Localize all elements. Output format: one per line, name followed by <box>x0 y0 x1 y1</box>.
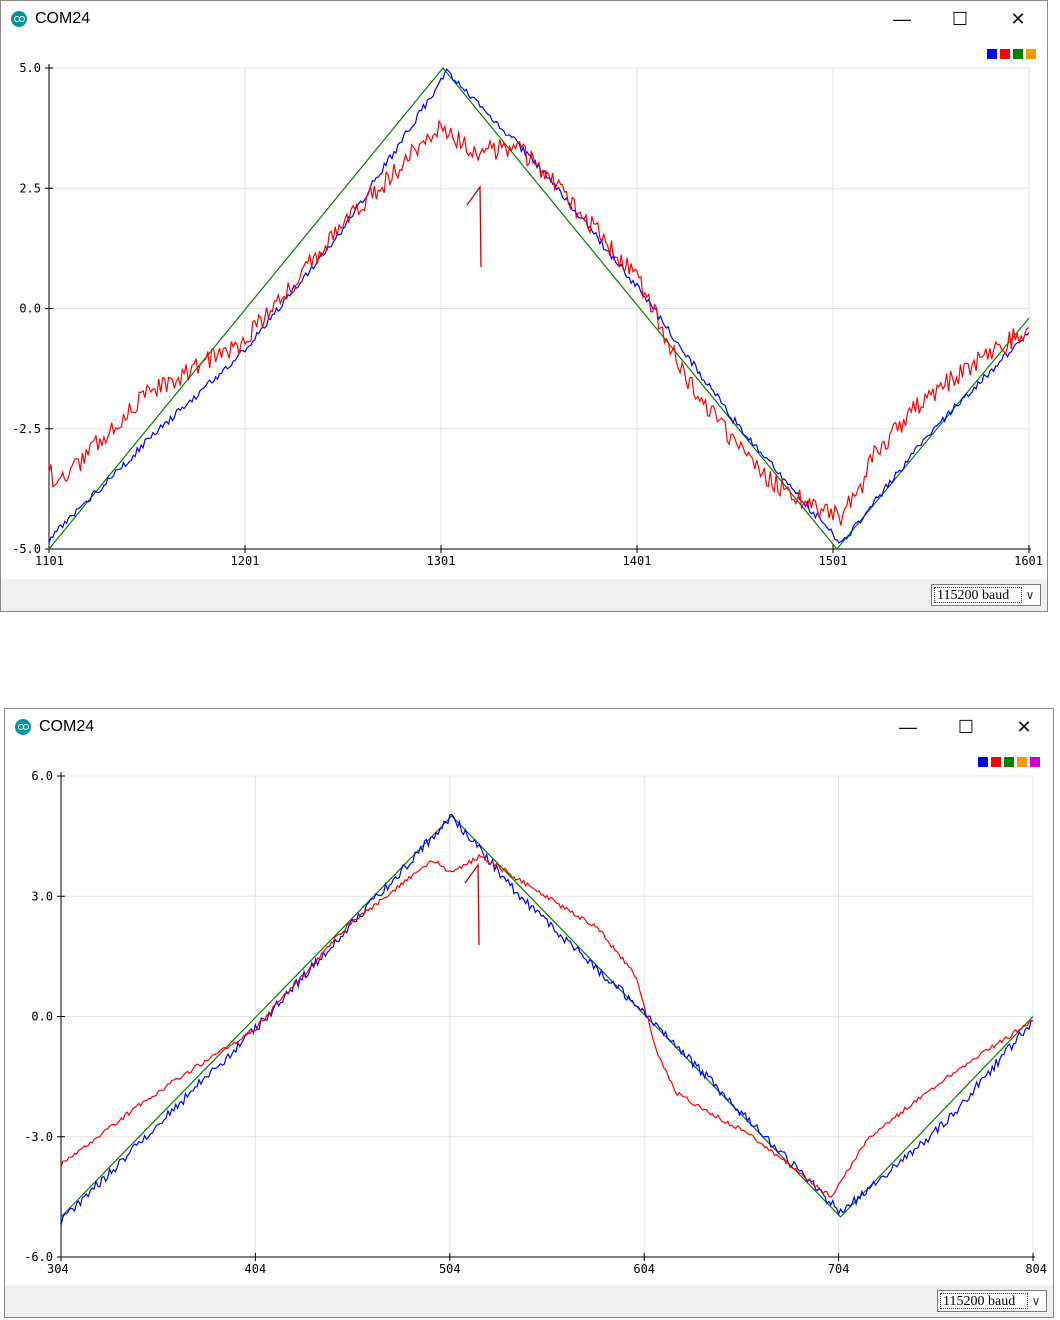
y-tick-label: -3.0 <box>24 1130 53 1144</box>
baud-rate-value: 115200 baud <box>940 1293 1028 1309</box>
minimize-button[interactable]: — <box>893 8 911 29</box>
serial-plotter-window-1: COM24 — ☐ ✕ 1101 1201 1301 1401 1501 1601 5.0 2… <box>0 0 1048 612</box>
legend-swatch <box>1000 49 1010 59</box>
x-tick-label: 1501 <box>819 554 848 568</box>
y-tick-label: 5.0 <box>19 61 41 75</box>
series-line <box>48 68 1030 544</box>
x-tick-label: 1301 <box>427 554 456 568</box>
legend-swatch <box>987 49 997 59</box>
y-tick-label: -2.5 <box>12 422 41 436</box>
x-tick-label: 1101 <box>35 554 64 568</box>
legend-swatch <box>1017 757 1027 767</box>
baud-rate-value: 115200 baud <box>934 587 1022 603</box>
y-tick-label: 0.0 <box>19 302 41 316</box>
plot-area: 304 404 504 604 704 804 6.0 3.0 0.0 -3.0 -6.0 <box>24 757 1047 1276</box>
series-line <box>60 853 1034 1198</box>
x-tick-label: 1201 <box>231 554 260 568</box>
series-line <box>60 813 1034 1226</box>
maximize-button[interactable]: ☐ <box>957 716 975 737</box>
baud-rate-select[interactable]: 115200 baud ∨ <box>937 1290 1047 1312</box>
x-tick-label: 1601 <box>1014 554 1043 568</box>
baud-rate-select[interactable]: 115200 baud ∨ <box>931 584 1041 606</box>
x-tick-label: 304 <box>47 1262 69 1276</box>
y-tick-label: 6.0 <box>31 769 53 783</box>
minimize-button[interactable]: — <box>899 716 917 737</box>
title-bar: COM24 — ☐ ✕ <box>5 709 1053 745</box>
arduino-icon <box>11 11 27 27</box>
y-tick-label: -6.0 <box>24 1250 53 1264</box>
y-tick-label: 3.0 <box>31 889 53 903</box>
window-title: COM24 <box>39 718 95 735</box>
maximize-button[interactable]: ☐ <box>951 8 969 29</box>
legend-swatch <box>1030 757 1040 767</box>
legend-swatch <box>1013 49 1023 59</box>
plot-area: 1101 1201 1301 1401 1501 1601 5.0 2.5 0.0 -2.5 -5.… <box>12 49 1043 568</box>
status-bar: 115200 baud ∨ <box>5 1285 1053 1317</box>
window-title: COM24 <box>35 10 91 27</box>
series-line <box>48 119 1030 526</box>
x-tick-label: 804 <box>1025 1262 1047 1276</box>
y-tick-label: -5.0 <box>12 542 41 556</box>
handwritten-annotation-mark <box>466 185 482 268</box>
close-button[interactable]: ✕ <box>1016 716 1032 737</box>
x-tick-label: 704 <box>828 1262 850 1276</box>
series-line <box>60 815 1034 1218</box>
x-tick-label: 1401 <box>623 554 652 568</box>
legend-swatch <box>1004 757 1014 767</box>
arduino-icon <box>15 719 31 735</box>
chevron-down-icon: ∨ <box>1025 588 1035 602</box>
legend-swatch <box>991 757 1001 767</box>
y-tick-label: 2.5 <box>19 181 41 195</box>
legend-swatch <box>978 757 988 767</box>
chevron-down-icon: ∨ <box>1031 1294 1041 1308</box>
x-tick-label: 504 <box>439 1262 461 1276</box>
x-tick-label: 604 <box>633 1262 655 1276</box>
title-bar: COM24 — ☐ ✕ <box>1 1 1047 37</box>
handwritten-annotation-mark <box>464 863 480 946</box>
x-tick-label: 404 <box>245 1262 267 1276</box>
status-bar: 115200 baud ∨ <box>1 579 1047 611</box>
legend-swatch <box>1026 49 1036 59</box>
close-button[interactable]: ✕ <box>1010 8 1026 29</box>
y-tick-label: 0.0 <box>31 1010 53 1024</box>
serial-plotter-window-2: COM24 — ☐ ✕ 304 404 504 604 704 804 6.0 3.0 0.0 -… <box>4 708 1054 1318</box>
